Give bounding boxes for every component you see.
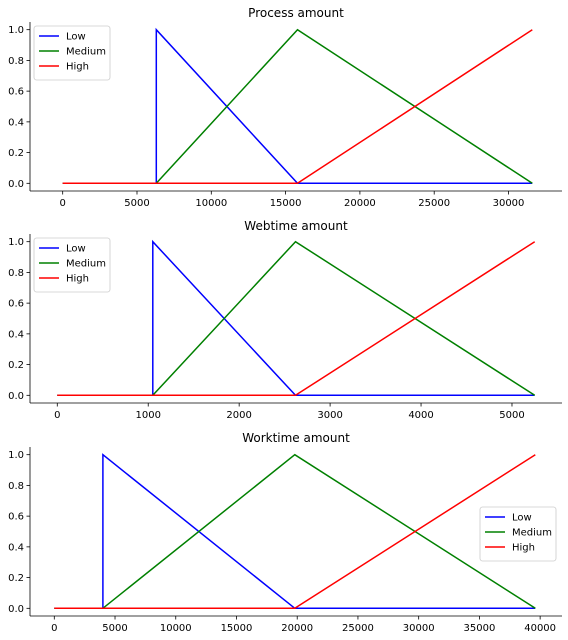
legend-label: Medium xyxy=(512,528,552,539)
x-tick-label: 20000 xyxy=(344,198,376,209)
x-tick-label: 25000 xyxy=(342,623,374,634)
y-tick-label: 0.6 xyxy=(8,87,24,98)
series-line-medium xyxy=(62,28,533,185)
x-tick-label: 10000 xyxy=(160,623,192,634)
y-tick-label: 0.2 xyxy=(8,573,24,584)
legend-label: High xyxy=(66,274,89,285)
series-line-low xyxy=(62,27,533,185)
x-tick-label: 1000 xyxy=(135,410,160,421)
legend-label: Low xyxy=(66,244,86,255)
y-tick-label: 0.6 xyxy=(8,299,24,310)
y-tick-label: 0.0 xyxy=(8,179,24,190)
y-tick-label: 0.2 xyxy=(8,148,24,159)
y-tick-label: 0.2 xyxy=(8,360,24,371)
series-line-high xyxy=(54,454,536,610)
x-tick-label: 0 xyxy=(51,623,57,634)
x-tick-label: 30000 xyxy=(403,623,435,634)
legend-label: High xyxy=(512,543,535,554)
x-tick-label: 25000 xyxy=(418,198,450,209)
subplot-1: Process amount 0.0 0.2 0.4 0.6 0.8 1.0 0 5000 100… xyxy=(8,6,562,209)
y-tick-label: 0.4 xyxy=(8,117,24,128)
x-tick-label: 2000 xyxy=(226,410,251,421)
x-tick-label: 40000 xyxy=(524,623,556,634)
subplot-2: Webtime amount 0.0 0.2 0.4 0.6 0.8 1.0 0 1000 200… xyxy=(8,219,562,421)
y-tick-label: 0.6 xyxy=(8,512,24,523)
x-tick-label: 30000 xyxy=(493,198,525,209)
y-tick-label: 0.8 xyxy=(8,268,24,279)
legend: Low Medium High xyxy=(33,237,111,293)
x-tick-label: 5000 xyxy=(102,623,127,634)
legend-label: Low xyxy=(66,32,86,43)
x-tick-label: 10000 xyxy=(195,198,227,209)
legend-label: Low xyxy=(512,513,532,524)
y-tick-label: 0.4 xyxy=(8,329,24,340)
y-tick-label: 0.4 xyxy=(8,542,24,553)
series-line-medium xyxy=(54,453,536,610)
series-line-high xyxy=(57,241,536,397)
legend: Low Medium High xyxy=(33,25,111,81)
y-tick-label: 1.0 xyxy=(8,450,24,461)
y-tick-label: 1.0 xyxy=(8,25,24,36)
y-tick-label: 0.8 xyxy=(8,481,24,492)
series-line-high xyxy=(62,29,533,185)
legend-label: High xyxy=(66,62,89,73)
chart-title: Worktime amount xyxy=(242,431,350,445)
x-tick-label: 0 xyxy=(60,198,66,209)
subplot-3: Worktime amount 0.0 0.2 0.4 0.6 0.8 1.0 0 5000 10… xyxy=(8,431,562,634)
x-tick-label: 3000 xyxy=(317,410,342,421)
series-line-low xyxy=(54,453,536,610)
x-tick-label: 35000 xyxy=(464,623,496,634)
y-tick-label: 0.0 xyxy=(8,391,24,402)
legend-label: Medium xyxy=(66,259,106,270)
series-line-low xyxy=(57,239,535,397)
y-tick-label: 1.0 xyxy=(8,237,24,248)
series-line-medium xyxy=(57,240,536,397)
x-tick-label: 15000 xyxy=(221,623,253,634)
y-tick-label: 0.0 xyxy=(8,604,24,615)
y-tick-label: 0.8 xyxy=(8,56,24,67)
legend-label: Medium xyxy=(66,47,106,58)
chart-title: Webtime amount xyxy=(244,219,348,233)
x-tick-label: 4000 xyxy=(408,410,433,421)
x-tick-label: 15000 xyxy=(270,198,302,209)
legend: Low Medium High xyxy=(479,506,557,562)
x-tick-label: 5000 xyxy=(499,410,524,421)
x-tick-label: 5000 xyxy=(124,198,149,209)
chart-title: Process amount xyxy=(248,6,344,20)
x-tick-label: 20000 xyxy=(281,623,313,634)
x-tick-label: 0 xyxy=(54,410,60,421)
